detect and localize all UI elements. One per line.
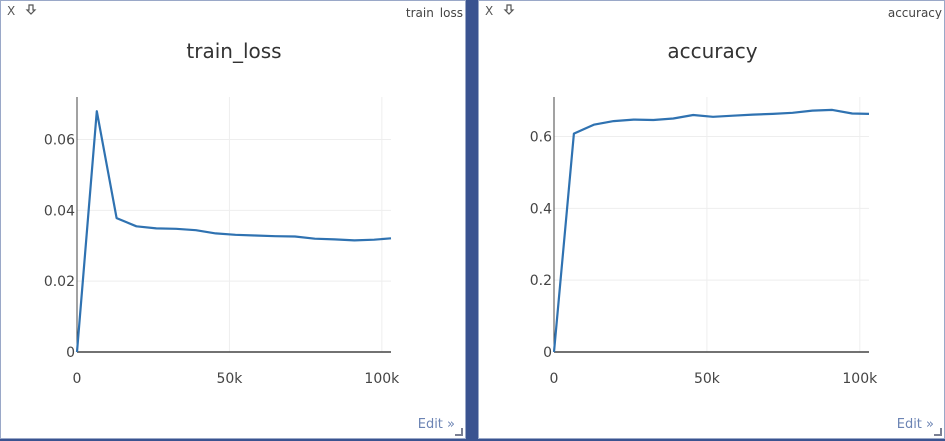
edit-link[interactable]: Edit » [417, 417, 455, 432]
pane-title-tab: train_loss [405, 7, 463, 19]
y-tick-label: 0 [543, 345, 552, 361]
train-loss-chart: train_loss 0 50k 100k 0 0.02 0.04 0.06 [44, 39, 400, 387]
download-arrow-icon[interactable] [503, 4, 515, 16]
y-tick-label: 0 [66, 345, 75, 361]
y-tick-label: 0.4 [530, 201, 552, 217]
edit-link[interactable]: Edit » [896, 417, 934, 432]
series-line [75, 110, 392, 353]
close-icon[interactable]: X [485, 4, 494, 18]
accuracy-pane: X accuracy accuracy 0 50k 100k 0 0.2 0.4 0.6 Ed… [478, 0, 945, 439]
close-icon[interactable]: X [7, 4, 16, 18]
x-tick-label: 0 [550, 371, 559, 387]
accuracy-chart: accuracy 0 50k 100k 0 0.2 0.4 0.6 [530, 39, 878, 387]
y-tick-label: 0.02 [44, 274, 75, 290]
resize-handle-icon[interactable] [934, 428, 942, 436]
x-tick-label: 50k [216, 371, 243, 387]
chart-title: accuracy [667, 39, 757, 63]
pane-header: X accuracy [479, 1, 944, 21]
y-tick-label: 0.2 [530, 273, 552, 289]
resize-handle-icon[interactable] [455, 428, 463, 436]
pane-title-tab: accuracy [887, 7, 942, 19]
chart-title: train_loss [186, 39, 281, 63]
y-tick-label: 0.06 [44, 133, 75, 149]
series-line [552, 108, 870, 353]
x-tick-label: 0 [73, 371, 82, 387]
x-tick-label: 100k [364, 371, 400, 387]
y-tick-label: 0.6 [530, 130, 552, 146]
download-arrow-icon[interactable] [25, 4, 37, 16]
y-tick-label: 0.04 [44, 203, 75, 219]
x-tick-label: 100k [842, 371, 878, 387]
pane-header: X train_loss [1, 1, 465, 21]
x-tick-label: 50k [694, 371, 721, 387]
train-loss-pane: X train_loss train_loss 0 50k 100k 0 0.02 0.04… [0, 0, 466, 439]
